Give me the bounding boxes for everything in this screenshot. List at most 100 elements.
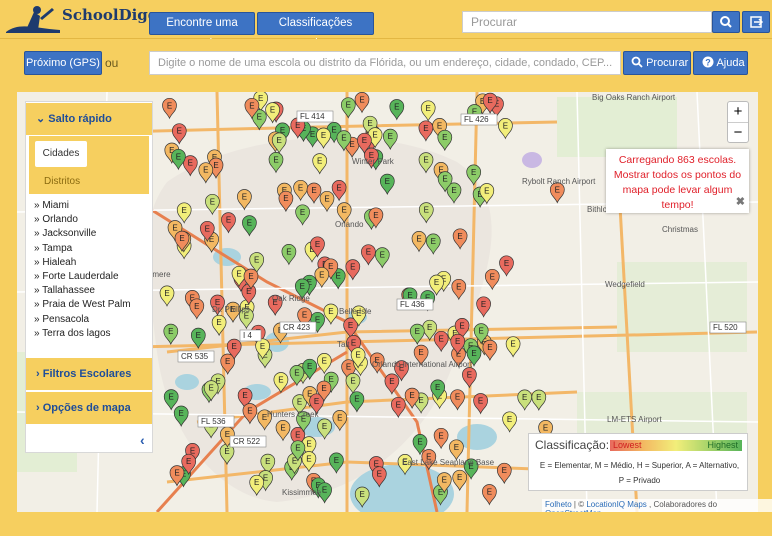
school-pin[interactable]: E [220,353,236,375]
school-pin[interactable]: E [499,255,514,277]
school-pin[interactable]: E [345,259,361,281]
school-pin[interactable]: E [163,389,179,411]
school-pin[interactable]: E [221,212,236,234]
school-pin[interactable]: E [382,128,398,151]
school-pin[interactable]: E [361,244,376,266]
school-pin[interactable]: E [379,173,395,196]
city-link[interactable]: Hialeah [34,256,131,270]
school-pin[interactable]: E [301,451,317,473]
school-pin[interactable]: E [225,301,241,324]
school-pin[interactable]: E [189,298,205,320]
school-pin[interactable]: E [159,285,175,307]
school-pin[interactable]: E [268,152,284,174]
school-pin[interactable]: E [211,314,227,337]
tab-districts[interactable]: Distritos [44,176,81,187]
school-pin[interactable]: E [420,100,436,122]
school-pin[interactable]: E [449,439,464,461]
school-pin[interactable]: E [357,132,372,155]
school-pin[interactable]: E [316,353,332,375]
school-filters-header[interactable]: › Filtros Escolares [26,358,152,390]
school-pin[interactable]: E [433,330,449,353]
school-pin[interactable]: E [243,268,259,290]
school-pin[interactable]: E [290,427,306,449]
school-pin[interactable]: E [451,278,467,301]
school-pin[interactable]: E [306,182,322,204]
school-pin[interactable]: E [331,180,347,202]
school-pin[interactable]: E [436,472,452,494]
school-pin[interactable]: E [255,338,270,360]
school-pin[interactable]: E [336,130,352,152]
school-pin[interactable]: E [549,182,565,204]
school-pin[interactable]: E [354,486,370,508]
school-pin[interactable]: E [171,148,186,171]
school-pin[interactable]: E [260,453,276,476]
school-pin[interactable]: E [205,193,220,216]
school-pin[interactable]: E [374,247,390,269]
school-pin[interactable]: E [163,323,179,346]
school-pin[interactable]: E [412,434,428,456]
school-pin[interactable]: E [446,182,462,204]
school-pin[interactable]: E [418,152,434,174]
quick-jump-header[interactable]: ⌄ Salto rápido [26,103,152,135]
find-school-button[interactable]: Encontre uma escola [149,12,255,50]
city-link[interactable]: Pensacola [34,313,131,327]
school-pin[interactable]: E [409,323,425,346]
school-pin[interactable]: E [498,118,513,140]
school-pin[interactable]: E [329,452,344,474]
school-pin[interactable]: E [517,389,533,411]
school-pin[interactable]: E [309,393,324,415]
school-pin[interactable]: E [371,466,387,488]
school-pin[interactable]: E [302,358,318,381]
school-pin[interactable]: E [162,97,177,120]
school-pin[interactable]: E [389,99,405,121]
school-pin[interactable]: E [267,294,283,317]
city-link[interactable]: Terra dos lagos [34,327,131,341]
tab-cities[interactable]: Cidades [35,141,87,167]
school-pin[interactable]: E [454,318,470,340]
city-link[interactable]: Orlando [34,213,131,227]
school-pin[interactable]: E [199,220,215,243]
school-pin[interactable]: E [290,440,306,462]
school-pin[interactable]: E [293,179,308,202]
locationiq-link[interactable]: LocationIQ Maps [586,500,647,509]
school-pin[interactable]: E [295,204,310,226]
city-link[interactable]: Miami [34,199,131,213]
school-pin[interactable]: E [450,389,465,411]
school-pin[interactable]: E [496,462,512,485]
school-pin[interactable]: E [169,465,185,487]
school-pin[interactable]: E [210,294,225,316]
school-pin[interactable]: E [452,228,468,250]
school-pin[interactable]: E [425,233,441,255]
school-pin[interactable]: E [171,123,187,145]
school-pin[interactable]: E [479,183,495,205]
school-pin[interactable]: E [251,109,267,131]
school-pin[interactable]: E [271,132,287,154]
search-button[interactable]: Procurar [623,51,691,75]
school-pin[interactable]: E [482,484,497,506]
school-pin[interactable]: E [323,303,339,325]
school-pin[interactable]: E [473,323,489,345]
school-pin[interactable]: E [203,380,219,402]
school-pin[interactable]: E [237,387,253,410]
school-pin[interactable]: E [292,394,307,416]
school-pin[interactable]: E [176,202,192,224]
school-pin[interactable]: E [364,147,379,169]
school-pin[interactable]: E [411,231,427,253]
city-link[interactable]: Forte Lauderdale [34,270,131,284]
school-pin[interactable]: E [257,409,272,431]
school-pin[interactable]: E [422,319,438,342]
zoom-in-button[interactable]: + [728,102,748,123]
school-pin[interactable]: E [319,190,335,213]
top-search-input[interactable]: Procurar [462,11,712,33]
school-pin[interactable]: E [369,352,385,374]
school-pin[interactable]: E [368,207,384,229]
schooldigger-logo-icon[interactable] [4,2,144,36]
school-pin[interactable]: E [237,189,252,211]
school-pin[interactable]: E [317,418,332,440]
school-pin[interactable]: E [531,389,547,411]
school-pin[interactable]: E [310,236,325,258]
city-link[interactable]: Praia de West Palm [34,298,130,312]
school-pin[interactable]: E [226,338,242,361]
school-pin[interactable]: E [239,308,254,330]
school-pin[interactable]: E [249,252,265,274]
